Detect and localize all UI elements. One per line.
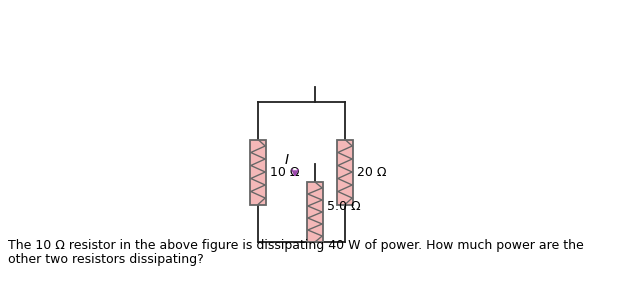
Text: The 10 Ω resistor in the above figure is dissipating 40 W of power. How much pow: The 10 Ω resistor in the above figure is… — [8, 239, 584, 252]
Text: other two resistors dissipating?: other two resistors dissipating? — [8, 253, 203, 266]
Bar — [307, 182, 323, 242]
Text: I: I — [285, 153, 289, 167]
Text: 20 Ω: 20 Ω — [357, 166, 386, 179]
Bar — [250, 139, 266, 205]
Text: 10 Ω: 10 Ω — [270, 166, 299, 179]
Text: 5.0 Ω: 5.0 Ω — [327, 201, 360, 214]
Bar — [337, 139, 353, 205]
